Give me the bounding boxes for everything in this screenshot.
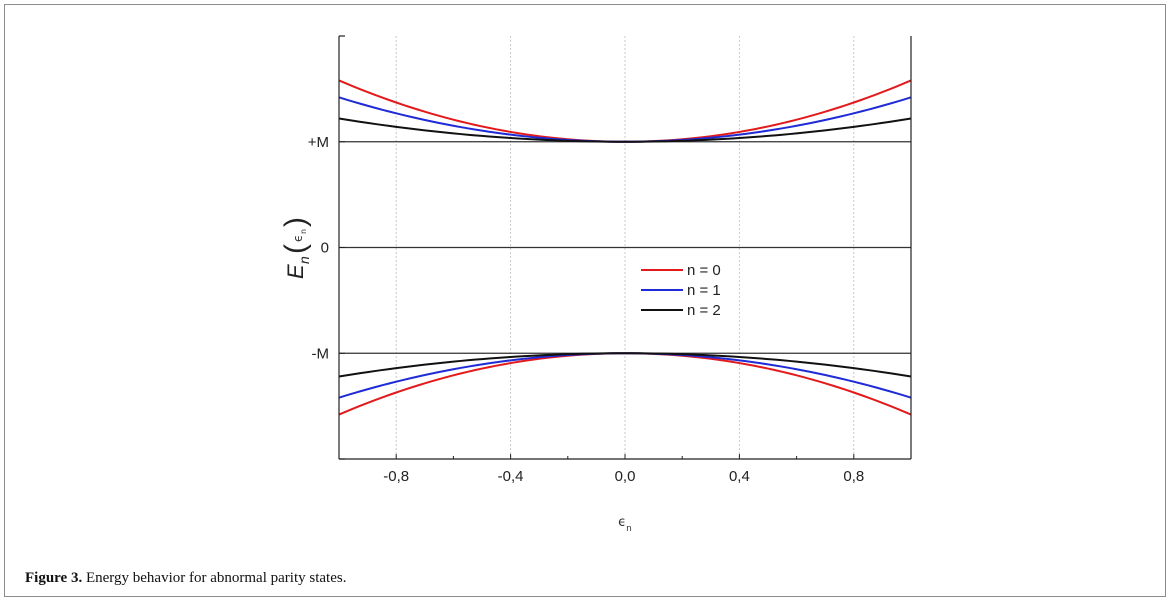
y-tick-label-2: -M: [312, 345, 330, 362]
energy-chart: -0,8 -0,4 0,0 0,4 0,8 +M 0 -M n = 0 n = 1 n = 2 ϵ…: [279, 35, 912, 534]
x-tick-label-0: -0,8: [383, 468, 409, 485]
x-axis-label-subscript: n: [626, 524, 632, 534]
figure-frame: -0,8 -0,4 0,0 0,4 0,8 +M 0 -M n = 0 n = 1 n = 2 ϵ…: [4, 4, 1166, 597]
legend-label-n2: n = 2: [687, 302, 721, 319]
series-line-n2-branch-lower: [338, 352, 912, 378]
y-tick-label-1: 0: [321, 240, 329, 257]
legend: n = 0 n = 1 n = 2: [641, 262, 721, 319]
series-line-n1-branch-lower: [338, 352, 912, 399]
y-axis-label-paren-open: (: [279, 244, 312, 254]
y-axis-label-paren-close: ): [279, 217, 312, 227]
legend-label-n1: n = 1: [687, 282, 721, 299]
grid-layer: [395, 36, 855, 459]
x-tick-label-4: 0,8: [843, 468, 864, 485]
x-tick-label-3: 0,4: [729, 468, 750, 485]
figure-caption: Figure 3. Energy behavior for abnormal p…: [25, 570, 346, 587]
y-axis-label-arg-subscript: n: [299, 229, 308, 234]
x-tick-label-2: 0,0: [615, 468, 636, 485]
legend-label-n0: n = 0: [687, 262, 721, 279]
series-line-n1-branch-upper: [338, 96, 912, 143]
x-axis-label-symbol: ϵ: [618, 515, 626, 530]
y-axis-label-arg: ϵ: [291, 235, 305, 242]
caption-label: Figure 3.: [25, 570, 83, 586]
y-tick-label-0: +M: [308, 134, 329, 151]
x-tick-label-1: -0,4: [498, 468, 524, 485]
y-axis-label-symbol: E: [283, 264, 308, 279]
caption-text: Energy behavior for abnormal parity stat…: [85, 570, 347, 586]
curve-layer: [338, 79, 912, 416]
y-axis-label: En(ϵn): [279, 217, 312, 279]
axis-layer: -0,8 -0,4 0,0 0,4 0,8 +M 0 -M: [308, 35, 912, 485]
series-line-n2-branch-upper: [338, 117, 912, 143]
y-axis-label-subscript: n: [296, 256, 312, 264]
x-axis-label: ϵn: [618, 515, 632, 534]
